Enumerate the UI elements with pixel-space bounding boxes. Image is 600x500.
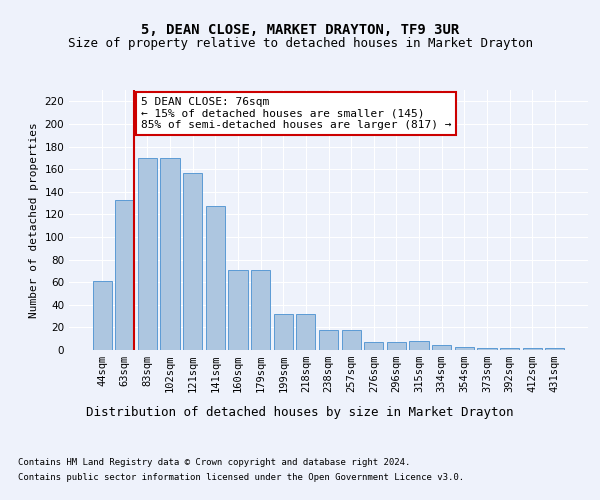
Bar: [251, 270, 270, 350]
Bar: [183, 172, 202, 350]
Text: Contains HM Land Registry data © Crown copyright and database right 2024.: Contains HM Land Registry data © Crown c…: [18, 458, 410, 467]
Text: 5, DEAN CLOSE, MARKET DRAYTON, TF9 3UR: 5, DEAN CLOSE, MARKET DRAYTON, TF9 3UR: [141, 22, 459, 36]
Bar: [500, 348, 519, 350]
Text: 5 DEAN CLOSE: 76sqm
← 15% of detached houses are smaller (145)
85% of semi-detac: 5 DEAN CLOSE: 76sqm ← 15% of detached ho…: [140, 97, 451, 130]
Bar: [274, 314, 293, 350]
Bar: [341, 330, 361, 350]
Bar: [477, 348, 497, 350]
Bar: [296, 314, 316, 350]
Bar: [409, 341, 428, 350]
Bar: [455, 346, 474, 350]
Text: Distribution of detached houses by size in Market Drayton: Distribution of detached houses by size …: [86, 406, 514, 419]
Bar: [523, 348, 542, 350]
Bar: [432, 346, 451, 350]
Text: Size of property relative to detached houses in Market Drayton: Size of property relative to detached ho…: [67, 38, 533, 51]
Bar: [138, 158, 157, 350]
Y-axis label: Number of detached properties: Number of detached properties: [29, 122, 39, 318]
Bar: [229, 270, 248, 350]
Bar: [364, 342, 383, 350]
Bar: [115, 200, 134, 350]
Bar: [319, 330, 338, 350]
Text: Contains public sector information licensed under the Open Government Licence v3: Contains public sector information licen…: [18, 473, 464, 482]
Bar: [160, 158, 180, 350]
Bar: [545, 348, 565, 350]
Bar: [387, 342, 406, 350]
Bar: [92, 281, 112, 350]
Bar: [206, 206, 225, 350]
